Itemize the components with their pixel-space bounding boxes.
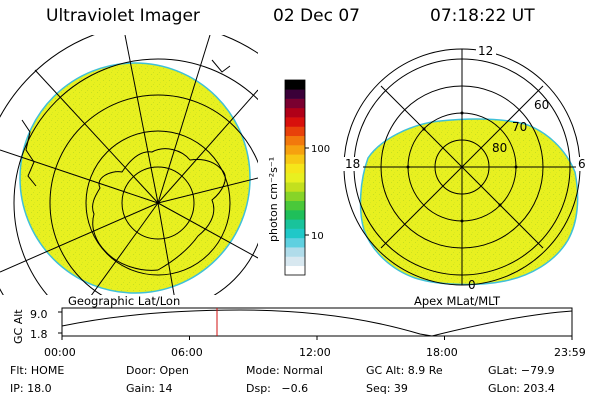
- left-panel-caption: Geographic Lat/Lon: [68, 294, 181, 308]
- colorbar-swatch: [285, 126, 305, 137]
- altitude-timeline: GC Alt 9.0 1.8: [12, 307, 573, 344]
- timeline-ylabel: GC Alt: [12, 309, 25, 344]
- colorbar-swatch: [285, 172, 305, 183]
- timeline-ytick-low: 1.8: [30, 328, 48, 341]
- mlt-label-6: 6: [578, 157, 586, 171]
- timeline-xtick-1200: 12:00: [299, 346, 331, 359]
- colorbar-swatch: [285, 117, 305, 127]
- timeline-xtick-1800: 18:00: [426, 346, 458, 359]
- timeline-ytick-high: 9.0: [30, 308, 48, 321]
- mlt-label-12: 12: [478, 44, 493, 58]
- status-flt: Flt: HOME: [10, 364, 65, 377]
- colorbar-tick-10: 10: [311, 231, 324, 242]
- coastline-antarctica: [92, 148, 226, 271]
- status-mode: Mode: Normal: [246, 364, 323, 377]
- status-dsp: Dsp: −0.6: [246, 382, 309, 395]
- altitude-curve: [61, 309, 573, 337]
- mlat-label-70: 70: [512, 120, 527, 134]
- colorbar-swatch: [285, 200, 305, 211]
- colorbar-swatch: [285, 107, 305, 118]
- timeline-xtick-2359: 23:59: [554, 346, 586, 359]
- image-time: 07:18:22 UT: [430, 6, 535, 26]
- colorbar-swatch: [285, 145, 305, 155]
- status-seq: Seq: 39: [366, 382, 408, 395]
- colorbar-swatch: [285, 89, 305, 99]
- mlt-label-18: 18: [345, 157, 360, 171]
- colorbar-swatch: [285, 191, 305, 202]
- colorbar: 100 10 photon cm⁻²s⁻¹: [267, 79, 330, 276]
- colorbar-swatch: [285, 163, 305, 174]
- mlat-label-80: 80: [492, 141, 507, 155]
- status-ip: IP: 18.0: [10, 382, 52, 395]
- status-gc-alt: GC Alt: 8.9 Re: [366, 364, 443, 377]
- colorbar-swatch: [285, 247, 305, 257]
- status-gain: Gain: 14: [126, 382, 173, 395]
- right-image-region: [359, 118, 579, 286]
- timeline-xtick-0600: 06:00: [171, 346, 203, 359]
- colorbar-swatch: [285, 265, 305, 276]
- colorbar-swatch: [285, 80, 305, 90]
- colorbar-tick-100: 100: [311, 144, 330, 155]
- status-glon: GLon: 203.4: [488, 382, 555, 395]
- mlat-label-60: 60: [534, 98, 549, 112]
- colorbar-swatch: [285, 210, 305, 220]
- colorbar-swatch: [285, 182, 305, 192]
- status-glat: GLat: −79.9: [488, 364, 555, 377]
- colorbar-swatch: [285, 219, 305, 229]
- colorbar-swatch: [285, 154, 305, 164]
- mlt-label-0: 0: [468, 278, 476, 292]
- colorbar-swatch: [285, 237, 305, 248]
- colorbar-scale: [285, 80, 305, 276]
- right-panel-caption: Apex MLat/MLT: [414, 294, 501, 308]
- colorbar-swatch: [285, 98, 305, 109]
- colorbar-unit: photon cm⁻²s⁻¹: [267, 157, 280, 242]
- status-door: Door: Open: [126, 364, 189, 377]
- colorbar-swatch: [285, 228, 305, 239]
- timeline-xtick-0000: 00:00: [44, 346, 76, 359]
- image-date: 02 Dec 07: [273, 6, 360, 26]
- app-title: Ultraviolet Imager: [46, 6, 200, 26]
- colorbar-swatch: [285, 135, 305, 146]
- colorbar-swatch: [285, 256, 305, 267]
